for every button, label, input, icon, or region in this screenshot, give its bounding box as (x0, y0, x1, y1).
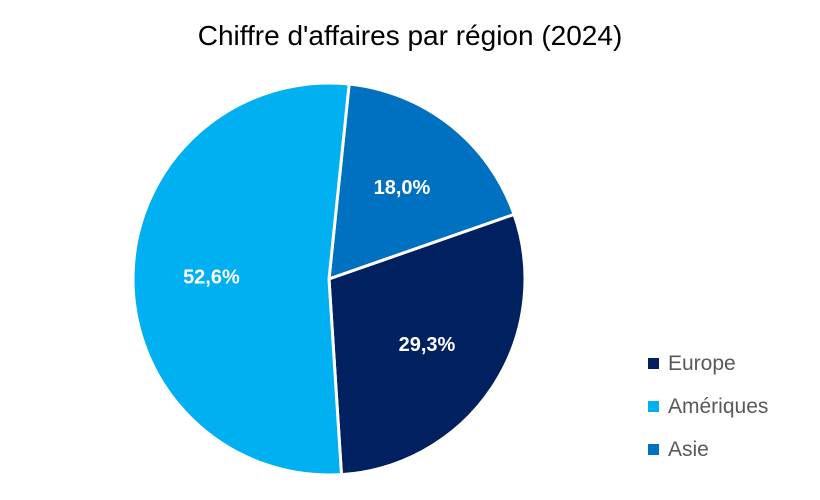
legend: Europe Amériques Asie (648, 342, 768, 471)
legend-label: Europe (668, 351, 736, 375)
legend-label: Asie (668, 437, 709, 461)
legend-item-ameriques: Amériques (648, 385, 768, 428)
data-label: 52,6% (183, 267, 240, 289)
pie-slice-amériques (131, 81, 351, 477)
data-label: 18,0% (374, 177, 431, 199)
legend-swatch (648, 358, 659, 369)
legend-swatch (648, 401, 659, 412)
legend-item-europe: Europe (648, 342, 768, 385)
legend-item-asie: Asie (648, 428, 768, 471)
data-label: 29,3% (399, 334, 456, 356)
legend-label: Amériques (668, 394, 769, 418)
chart-title: Chiffre d'affaires par région (2024) (197, 20, 623, 51)
pie-slice-europe (327, 212, 527, 477)
legend-swatch (648, 444, 659, 455)
